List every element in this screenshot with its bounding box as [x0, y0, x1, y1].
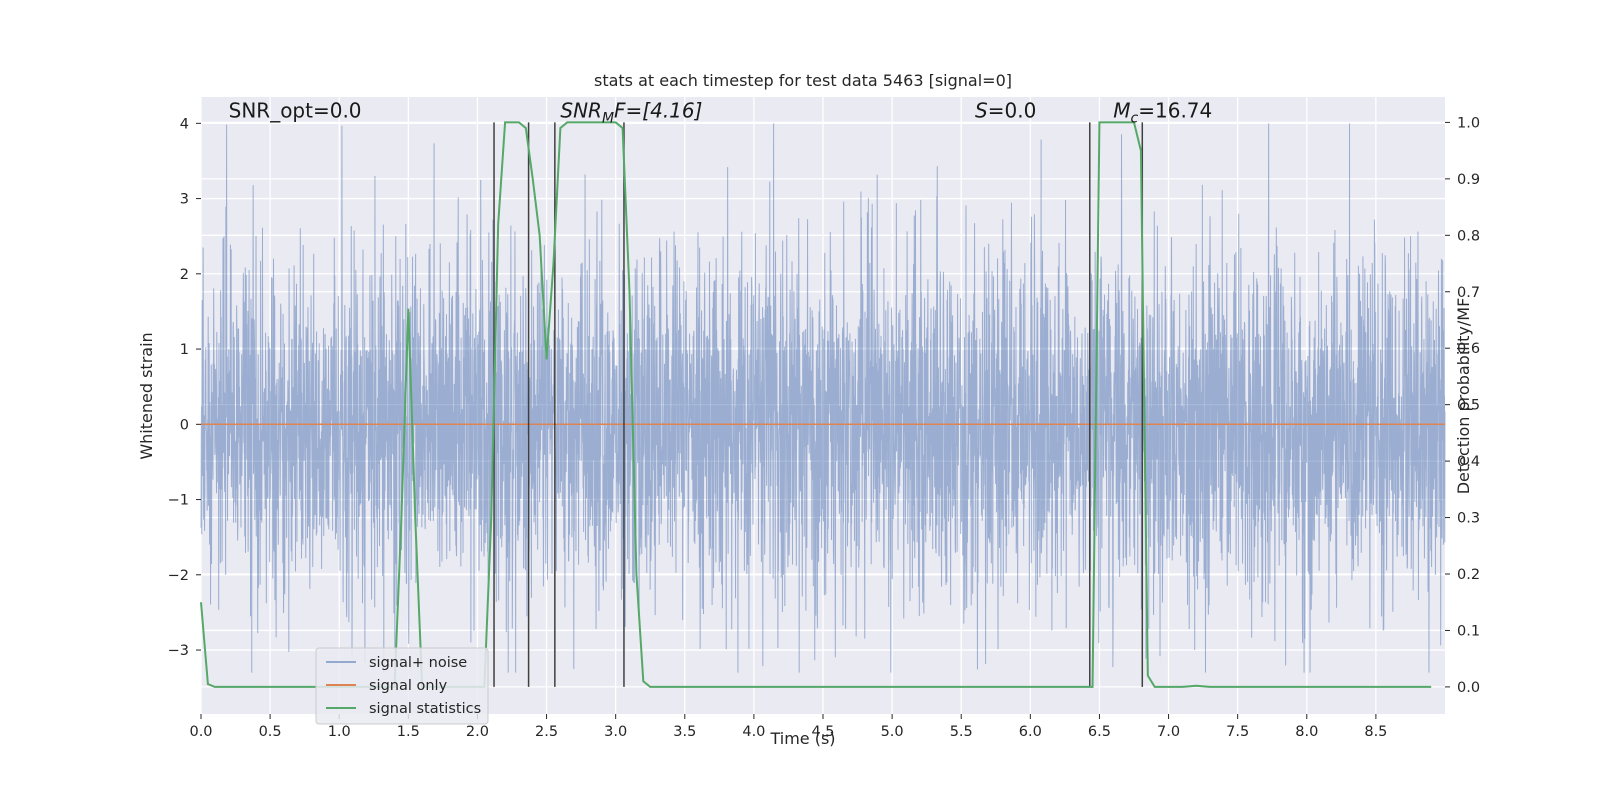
x-tick-label: 7.0 — [1157, 724, 1180, 740]
x-tick-label: 3.0 — [604, 724, 627, 740]
y-tick-label: −2 — [168, 568, 189, 584]
x-tick-label: 5.5 — [950, 724, 973, 740]
y-right-tick-label: 0.6 — [1457, 341, 1480, 357]
y-right-tick-label: 0.0 — [1457, 680, 1480, 696]
annotation-1: SNRMF=[4.16] — [560, 98, 702, 126]
y-tick-label: −3 — [168, 643, 189, 659]
y-tick-label: 1 — [180, 342, 189, 358]
x-tick-label: 4.0 — [742, 724, 765, 740]
x-tick-label: 0.5 — [259, 724, 282, 740]
series-signal-noise — [200, 123, 1446, 673]
x-tick-label: 5.0 — [881, 724, 904, 740]
x-tick-label: 6.0 — [1019, 724, 1042, 740]
legend: signal+ noise signal only signal statist… — [315, 647, 489, 725]
x-axis-label: Time (s) — [769, 729, 835, 748]
y-right-tick-label: 0.7 — [1457, 285, 1480, 301]
annotation-2: S=0.0 — [975, 98, 1036, 122]
x-tick-label: 7.5 — [1226, 724, 1249, 740]
series-signal-statistics — [200, 121, 1432, 688]
legend-box — [315, 647, 489, 725]
annotation-0: SNR_opt=0.0 — [229, 98, 362, 122]
annotation-3: Mc=16.74 — [1113, 98, 1212, 126]
legend-label-signal-noise: signal+ noise — [369, 655, 467, 671]
x-tick-label: 3.5 — [673, 724, 696, 740]
legend-label-signal-statistics: signal statistics — [369, 701, 481, 717]
x-tick-label: 4.5 — [811, 724, 834, 740]
x-tick-label: 8.0 — [1295, 724, 1318, 740]
x-tick-label: 2.5 — [535, 724, 558, 740]
y-tick-label: −1 — [168, 493, 189, 509]
y-right-tick-label: 0.8 — [1457, 228, 1480, 244]
y-tick-label: 3 — [180, 192, 189, 208]
y-tick-label: 4 — [180, 116, 189, 132]
y-tick-label: 0 — [180, 417, 189, 433]
y-right-tick-label: 0.3 — [1457, 511, 1480, 527]
x-tick-label: 8.5 — [1364, 724, 1387, 740]
x-tick-label: 6.5 — [1088, 724, 1111, 740]
y-right-tick-label: 0.4 — [1457, 454, 1480, 470]
y-tick-label: 2 — [180, 267, 189, 283]
x-tick-label: 2.0 — [466, 724, 489, 740]
y-right-tick-label: 0.5 — [1457, 398, 1480, 414]
x-tick-label: 1.0 — [328, 724, 351, 740]
chart-title: stats at each timestep for test data 546… — [594, 71, 1012, 90]
legend-label-signal-only: signal only — [369, 678, 448, 694]
y-axis-label: Whitened strain — [137, 332, 156, 459]
y-right-tick-label: 0.2 — [1457, 567, 1480, 583]
y-right-tick-label: 0.1 — [1457, 623, 1480, 639]
x-tick-label: 0.0 — [189, 724, 212, 740]
y-right-tick-label: 0.9 — [1457, 172, 1480, 188]
y-axis-right-label: Detection probability/MF — [1454, 298, 1473, 495]
x-tick-label: 1.5 — [397, 724, 420, 740]
y-right-tick-label: 1.0 — [1457, 115, 1480, 131]
